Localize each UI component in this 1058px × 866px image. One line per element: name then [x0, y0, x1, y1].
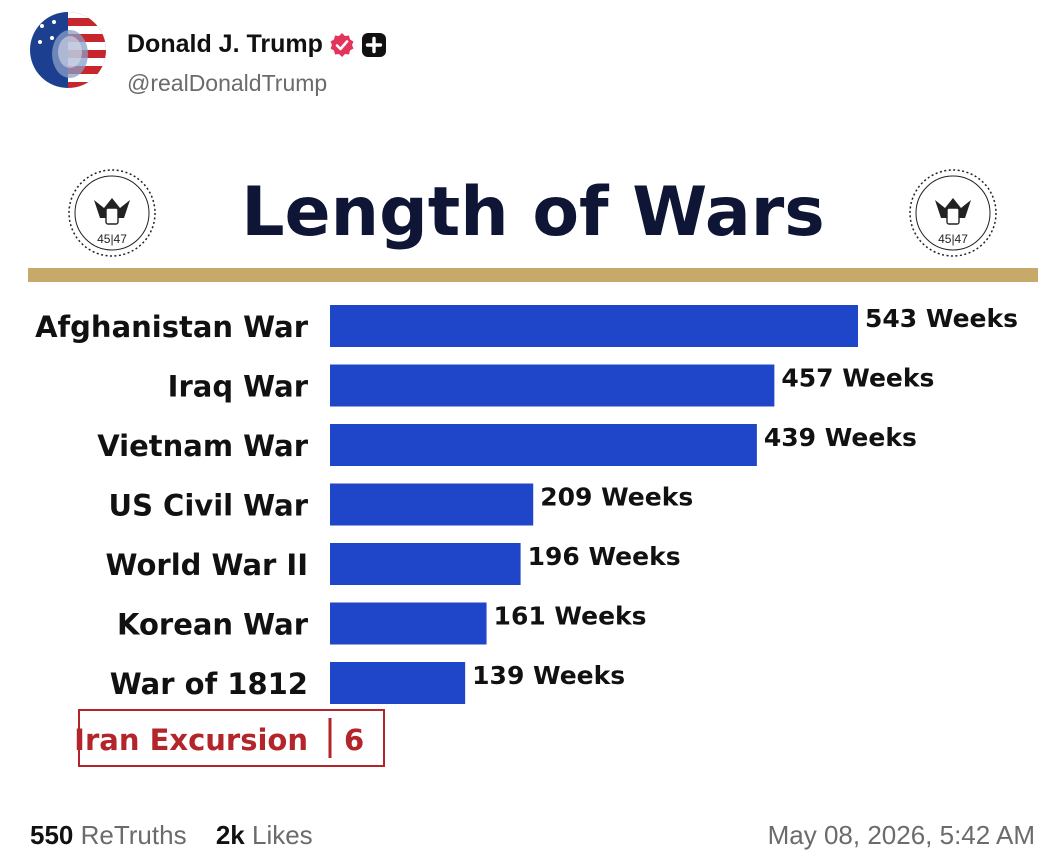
bar-value-label: 196 Weeks — [528, 542, 681, 571]
avatar[interactable] — [30, 12, 106, 88]
bar-value-label: 161 Weeks — [494, 602, 647, 631]
bar-category-label: Afghanistan War — [35, 310, 309, 344]
bar-category-label: US Civil War — [109, 489, 309, 523]
bar-category-label: Iraq War — [168, 370, 309, 404]
bar — [330, 424, 757, 466]
post-image[interactable]: 45|47 45|47 Length of Wars Afghanistan W… — [28, 150, 1038, 790]
left-seal-text: 45|47 — [97, 232, 127, 246]
verified-badge-icon — [330, 32, 354, 57]
name-row: Donald J. Trump — [127, 30, 387, 59]
bar — [330, 662, 466, 704]
avatar-image — [30, 12, 106, 88]
bar — [330, 364, 775, 407]
likes-stat[interactable]: 2k Likes — [216, 820, 313, 851]
gold-divider — [28, 268, 1038, 282]
handle[interactable]: @realDonaldTrump — [127, 70, 328, 96]
iran-excursion-box: Iran Excursion 6 — [74, 709, 385, 767]
retruths-label: ReTruths — [80, 820, 187, 850]
bar-value-label: 139 Weeks — [472, 661, 625, 690]
bar-value-label: 543 Weeks — [865, 304, 1018, 333]
bar-value-label: 439 Weeks — [764, 423, 917, 452]
likes-count: 2k — [215, 820, 245, 850]
post-footer: 550 ReTruths 2k Likes May 08, 2026, 5:42… — [30, 820, 1035, 860]
bar-category-label: War of 1812 — [110, 667, 308, 701]
bars-layer: Afghanistan War 543 Weeks Iraq War 457 Week… — [35, 304, 1018, 704]
retruths-count: 550 — [30, 820, 74, 850]
bar — [330, 602, 487, 645]
plus-badge-icon — [361, 32, 386, 57]
post-header: Donald J. Trump @realDonaldTrump — [30, 12, 1030, 96]
bar-value-label: 209 Weeks — [540, 483, 693, 512]
iran-excursion-value: 6 — [344, 723, 364, 757]
bar-value-label: 457 Weeks — [781, 364, 934, 393]
post-timestamp[interactable]: May 08, 2026, 5:42 AM — [767, 820, 1035, 850]
right-seal-icon: 45|47 — [909, 169, 997, 257]
bar — [330, 305, 858, 347]
left-seal-icon: 45|47 — [68, 169, 156, 257]
iran-excursion-label: Iran Excursion — [74, 723, 308, 757]
right-seal-text: 45|47 — [938, 232, 968, 246]
display-name[interactable]: Donald J. Trump — [127, 30, 323, 58]
bar — [330, 483, 534, 526]
retruths-stat[interactable]: 550 ReTruths — [30, 820, 187, 851]
likes-label: Likes — [251, 820, 313, 850]
chart-title: Length of Wars — [241, 173, 825, 252]
bar-category-label: Korean War — [117, 608, 309, 642]
bar-category-label: World War II — [106, 548, 308, 582]
length-of-wars-chart: 45|47 45|47 Length of Wars Afghanistan W… — [28, 169, 1038, 767]
bar-category-label: Vietnam War — [97, 429, 308, 463]
bar — [330, 543, 521, 585]
